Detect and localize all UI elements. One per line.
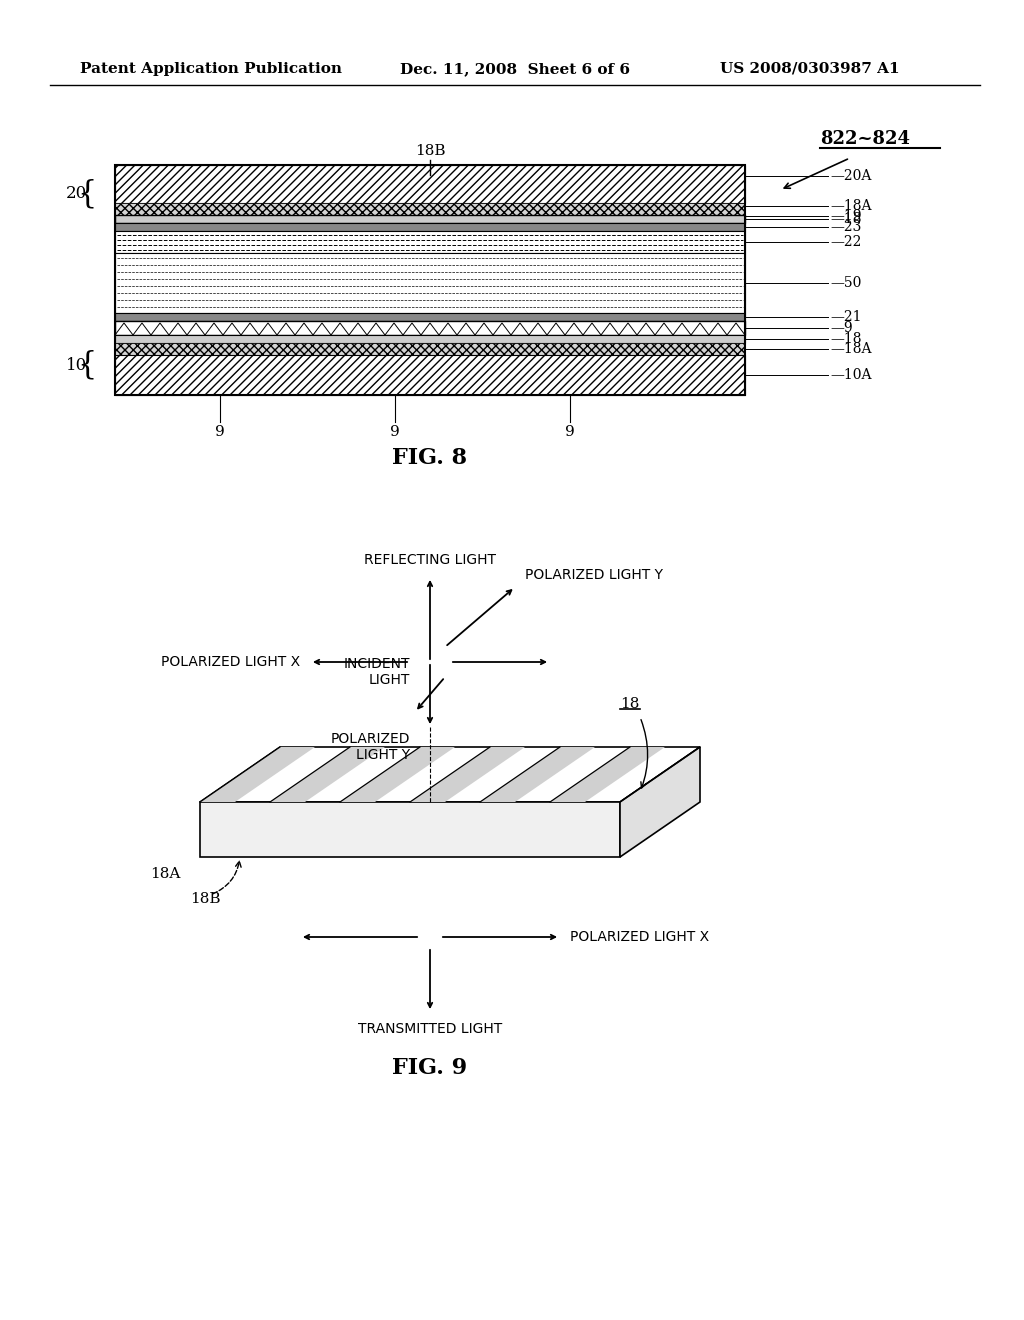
Text: 18: 18 xyxy=(620,697,639,711)
Text: —18A: —18A xyxy=(830,342,871,356)
Bar xyxy=(115,335,745,343)
Text: —18A: —18A xyxy=(830,199,871,213)
Polygon shape xyxy=(410,747,525,803)
Text: —10A: —10A xyxy=(830,368,871,381)
Text: {: { xyxy=(78,350,97,380)
Text: 20: 20 xyxy=(66,186,87,202)
Bar xyxy=(115,165,745,203)
Text: 18B: 18B xyxy=(190,892,220,906)
Text: 9: 9 xyxy=(215,425,225,440)
Polygon shape xyxy=(200,747,315,803)
Text: —18: —18 xyxy=(830,213,861,226)
Polygon shape xyxy=(620,747,700,857)
Text: POLARIZED LIGHT X: POLARIZED LIGHT X xyxy=(161,655,300,669)
Text: FIG. 9: FIG. 9 xyxy=(392,1057,468,1078)
Text: INCIDENT
LIGHT: INCIDENT LIGHT xyxy=(343,657,410,688)
Text: —19: —19 xyxy=(830,209,861,223)
Text: —21: —21 xyxy=(830,310,861,323)
Polygon shape xyxy=(480,747,595,803)
Text: Patent Application Publication: Patent Application Publication xyxy=(80,62,342,77)
Text: 9: 9 xyxy=(390,425,400,440)
Text: 9: 9 xyxy=(565,425,574,440)
Text: —18: —18 xyxy=(830,333,861,346)
Text: —9: —9 xyxy=(830,321,853,335)
Polygon shape xyxy=(200,803,620,857)
Polygon shape xyxy=(200,747,700,803)
Bar xyxy=(115,231,745,253)
Polygon shape xyxy=(340,747,455,803)
Text: 18B: 18B xyxy=(415,144,445,158)
Bar xyxy=(115,223,745,231)
Bar xyxy=(115,215,745,223)
Text: 10: 10 xyxy=(66,356,87,374)
Bar xyxy=(115,355,745,395)
Text: POLARIZED LIGHT X: POLARIZED LIGHT X xyxy=(570,931,710,944)
Text: REFLECTING LIGHT: REFLECTING LIGHT xyxy=(364,553,496,568)
Bar xyxy=(115,313,745,321)
Bar xyxy=(115,203,745,215)
Text: 822~824: 822~824 xyxy=(820,129,910,148)
Bar xyxy=(115,253,745,313)
Text: 18A: 18A xyxy=(150,867,180,880)
Text: —20A: —20A xyxy=(830,169,871,183)
Polygon shape xyxy=(550,747,665,803)
Text: POLARIZED LIGHT Y: POLARIZED LIGHT Y xyxy=(525,568,663,582)
Text: Dec. 11, 2008  Sheet 6 of 6: Dec. 11, 2008 Sheet 6 of 6 xyxy=(400,62,630,77)
Text: {: { xyxy=(78,178,97,210)
Text: FIG. 8: FIG. 8 xyxy=(392,447,468,469)
Bar xyxy=(115,321,745,335)
Bar xyxy=(115,165,745,395)
Text: US 2008/0303987 A1: US 2008/0303987 A1 xyxy=(720,62,900,77)
Text: —22: —22 xyxy=(830,235,861,249)
Text: —50: —50 xyxy=(830,276,861,290)
Polygon shape xyxy=(270,747,385,803)
Text: POLARIZED
LIGHT Y: POLARIZED LIGHT Y xyxy=(331,733,410,762)
Text: TRANSMITTED LIGHT: TRANSMITTED LIGHT xyxy=(357,1022,502,1036)
Text: —23: —23 xyxy=(830,220,861,234)
Bar xyxy=(115,343,745,355)
